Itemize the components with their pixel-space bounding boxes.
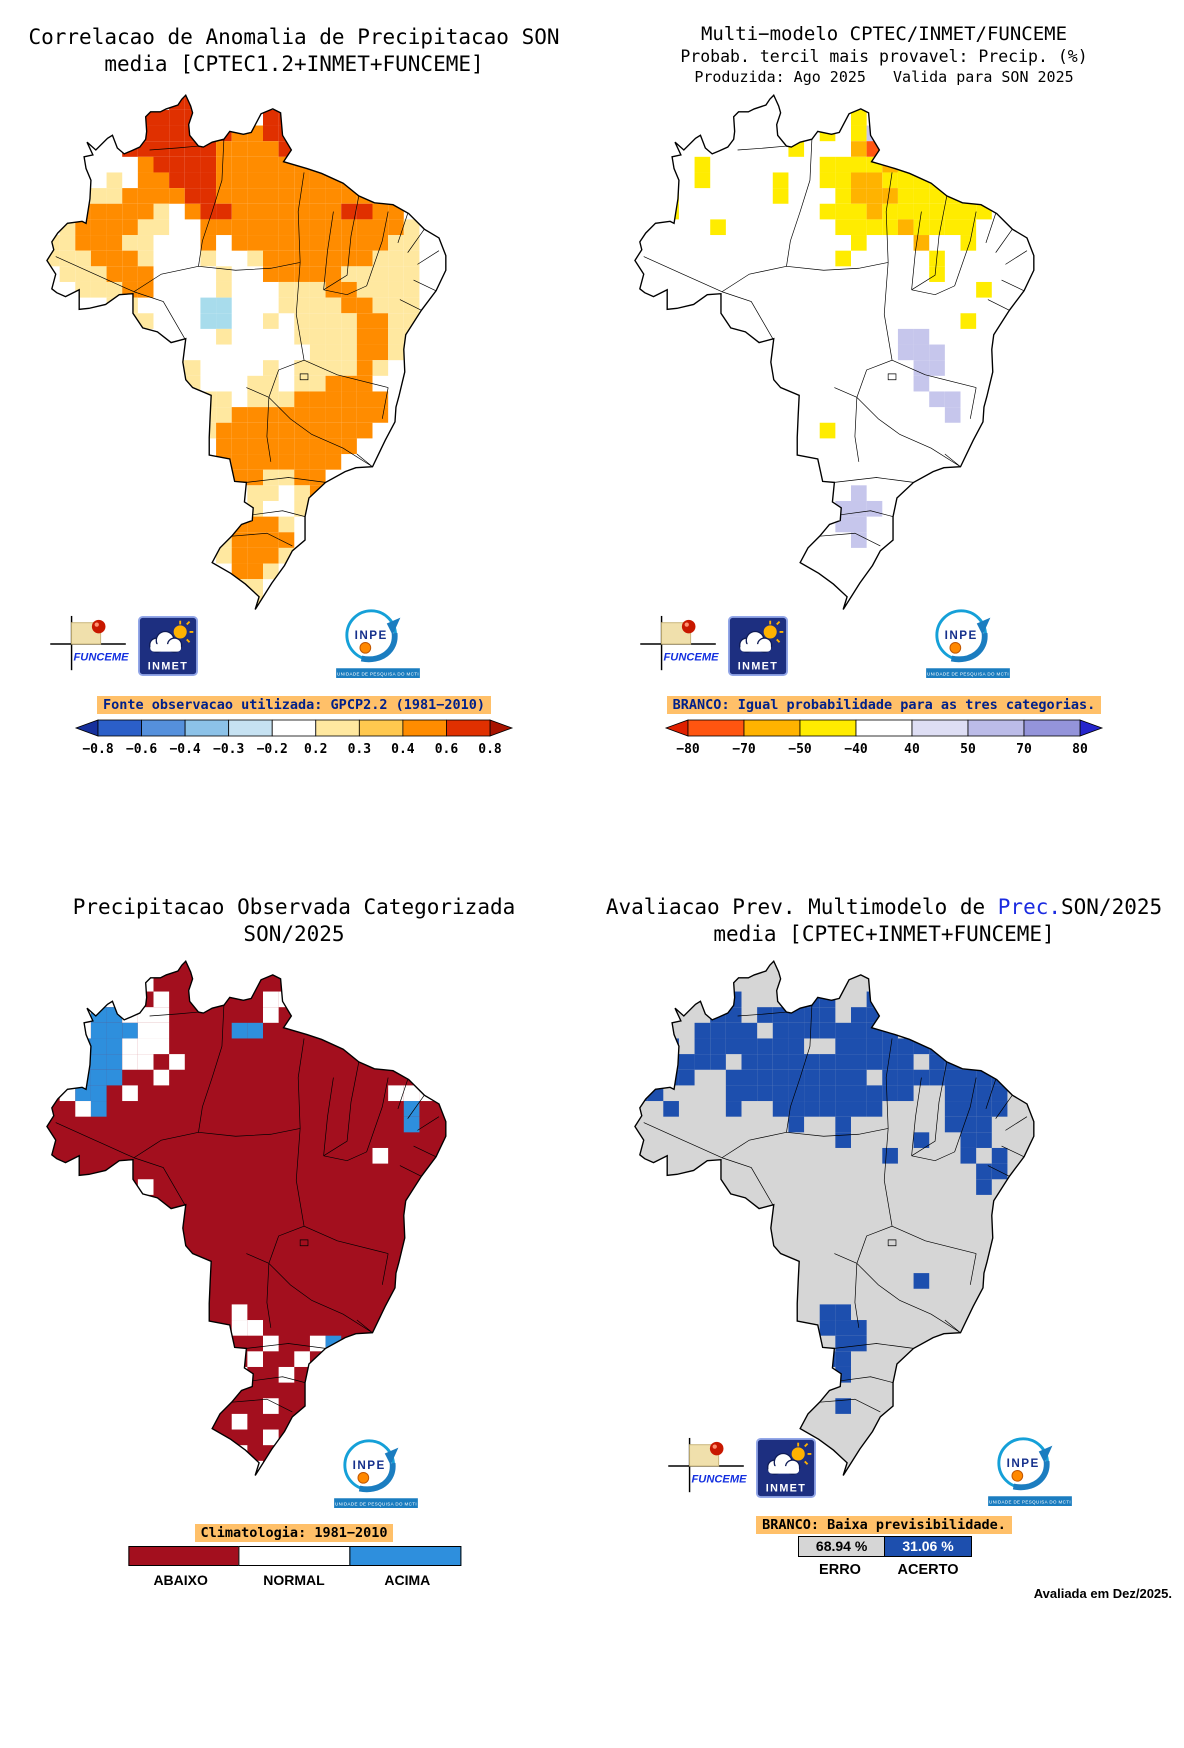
panel1-title-line2: media [CPTEC1.2+INMET+FUNCEME] xyxy=(104,52,484,76)
panel3-title-line1: Precipitacao Observada Categorizada xyxy=(72,895,516,919)
svg-text:80: 80 xyxy=(1072,742,1088,757)
legend-label-abaixo: ABAIXO xyxy=(153,1572,208,1588)
svg-text:0.6: 0.6 xyxy=(435,742,459,757)
colorbar-caption-row: Fonte observacao utilizada: GPCP2.2 (198… xyxy=(4,694,584,714)
panel-evaluation: Avaliacao Prev. Multimodelo de Prec.SON/… xyxy=(588,880,1180,1744)
panel4-title-highlight: Prec. xyxy=(997,895,1061,919)
panel4-title-line1: Avaliacao Prev. Multimodelo de Prec.SON/… xyxy=(588,894,1180,921)
panel4-title-line2: media [CPTEC+INMET+FUNCEME] xyxy=(713,922,1055,946)
probability-colorbar: −80 −70 −50 −40 40 50 70 80 xyxy=(664,719,1104,757)
legend-label-normal: NORMAL xyxy=(263,1572,325,1588)
panel1-title-line1: Correlacao de Anomalia de Precipitacao S… xyxy=(28,25,560,49)
legend-label-acima: ACIMA xyxy=(384,1572,431,1588)
svg-text:0.8: 0.8 xyxy=(478,742,502,757)
acerto-score-box: 31.06 % xyxy=(884,1536,972,1557)
svg-text:−0.4: −0.4 xyxy=(169,742,200,757)
inpe-logo xyxy=(926,604,1010,678)
svg-text:0.2: 0.2 xyxy=(304,742,327,757)
svg-text:−0.8: −0.8 xyxy=(82,742,113,757)
panel2-title-line3: Produzida: Ago 2025 Valida para SON 2025 xyxy=(694,68,1074,86)
svg-text:−0.3: −0.3 xyxy=(213,742,244,757)
svg-text:70: 70 xyxy=(1016,742,1032,757)
svg-text:0.4: 0.4 xyxy=(391,742,415,757)
inpe-logo xyxy=(334,1434,418,1508)
colorbar-caption: BRANCO: Igual probabilidade para as tres… xyxy=(666,696,1102,714)
panel-probability: Multi−modelo CPTEC/INMET/FUNCEME Probab.… xyxy=(588,8,1180,870)
inpe-logo xyxy=(336,604,420,678)
evaluation-note-row: BRANCO: Baixa previsibilidade. xyxy=(588,1514,1180,1534)
panel-correlation: Correlacao de Anomalia de Precipitacao S… xyxy=(4,8,584,870)
correlation-colorbar: −0.8 −0.6 −0.4 −0.3 −0.2 0.2 0.3 0.4 0.6 0.8 xyxy=(74,719,514,757)
svg-text:−50: −50 xyxy=(788,742,812,757)
panel2-title-line1: Multi−modelo CPTEC/INMET/FUNCEME xyxy=(700,23,1068,45)
panel2-title-line2: Probab. tercil mais provavel: Precip. (%… xyxy=(680,47,1088,66)
inmet-logo xyxy=(138,616,198,676)
score-labels: ERRO ACERTO xyxy=(796,1562,972,1578)
legend-header: Climatologia: 1981−2010 xyxy=(194,1524,394,1542)
svg-text:−70: −70 xyxy=(732,742,756,757)
svg-text:50: 50 xyxy=(960,742,976,757)
panel4-title-post: SON/2025 xyxy=(1061,895,1163,919)
panel-observed: Precipitacao Observada Categorizada SON/… xyxy=(4,880,584,1744)
legend-header-row: Climatologia: 1981−2010 xyxy=(4,1522,584,1542)
brazil-map-probability xyxy=(634,94,1035,611)
svg-text:0.3: 0.3 xyxy=(348,742,371,757)
category-legend-bar xyxy=(128,1546,462,1566)
category-legend-labels: ABAIXO NORMAL ACIMA xyxy=(124,1572,464,1588)
legend-swatch-acima xyxy=(349,1546,462,1566)
panel3-title-line2: SON/2025 xyxy=(243,922,345,946)
brazil-map-evaluation xyxy=(634,960,1035,1477)
funceme-logo xyxy=(667,1437,748,1493)
erro-label: ERRO xyxy=(819,1562,861,1578)
evaluation-date-note: Avaliada em Dez/2025. xyxy=(1033,1586,1172,1601)
svg-text:−0.6: −0.6 xyxy=(126,742,157,757)
legend-swatch-normal xyxy=(238,1546,351,1566)
svg-text:−80: −80 xyxy=(676,742,700,757)
funceme-logo xyxy=(49,615,130,671)
acerto-label: ACERTO xyxy=(897,1562,959,1578)
brazil-map-correlation xyxy=(46,94,447,611)
panel4-title-pre: Avaliacao Prev. Multimodelo de xyxy=(605,895,998,919)
inmet-logo xyxy=(728,616,788,676)
inpe-logo xyxy=(988,1432,1072,1506)
colorbar-caption: Fonte observacao utilizada: GPCP2.2 (198… xyxy=(96,696,491,714)
erro-score-box: 68.94 % xyxy=(797,1536,886,1557)
inmet-logo xyxy=(756,1438,816,1498)
score-boxes: 68.94 % 31.06 % xyxy=(588,1536,1180,1557)
svg-text:40: 40 xyxy=(904,742,920,757)
colorbar-caption-row: BRANCO: Igual probabilidade para as tres… xyxy=(588,694,1180,714)
legend-swatch-abaixo xyxy=(128,1546,241,1566)
svg-text:−40: −40 xyxy=(844,742,868,757)
evaluation-note: BRANCO: Baixa previsibilidade. xyxy=(756,1516,1012,1534)
brazil-map-observed xyxy=(46,960,447,1477)
svg-text:−0.2: −0.2 xyxy=(257,742,288,757)
funceme-logo xyxy=(639,615,720,671)
